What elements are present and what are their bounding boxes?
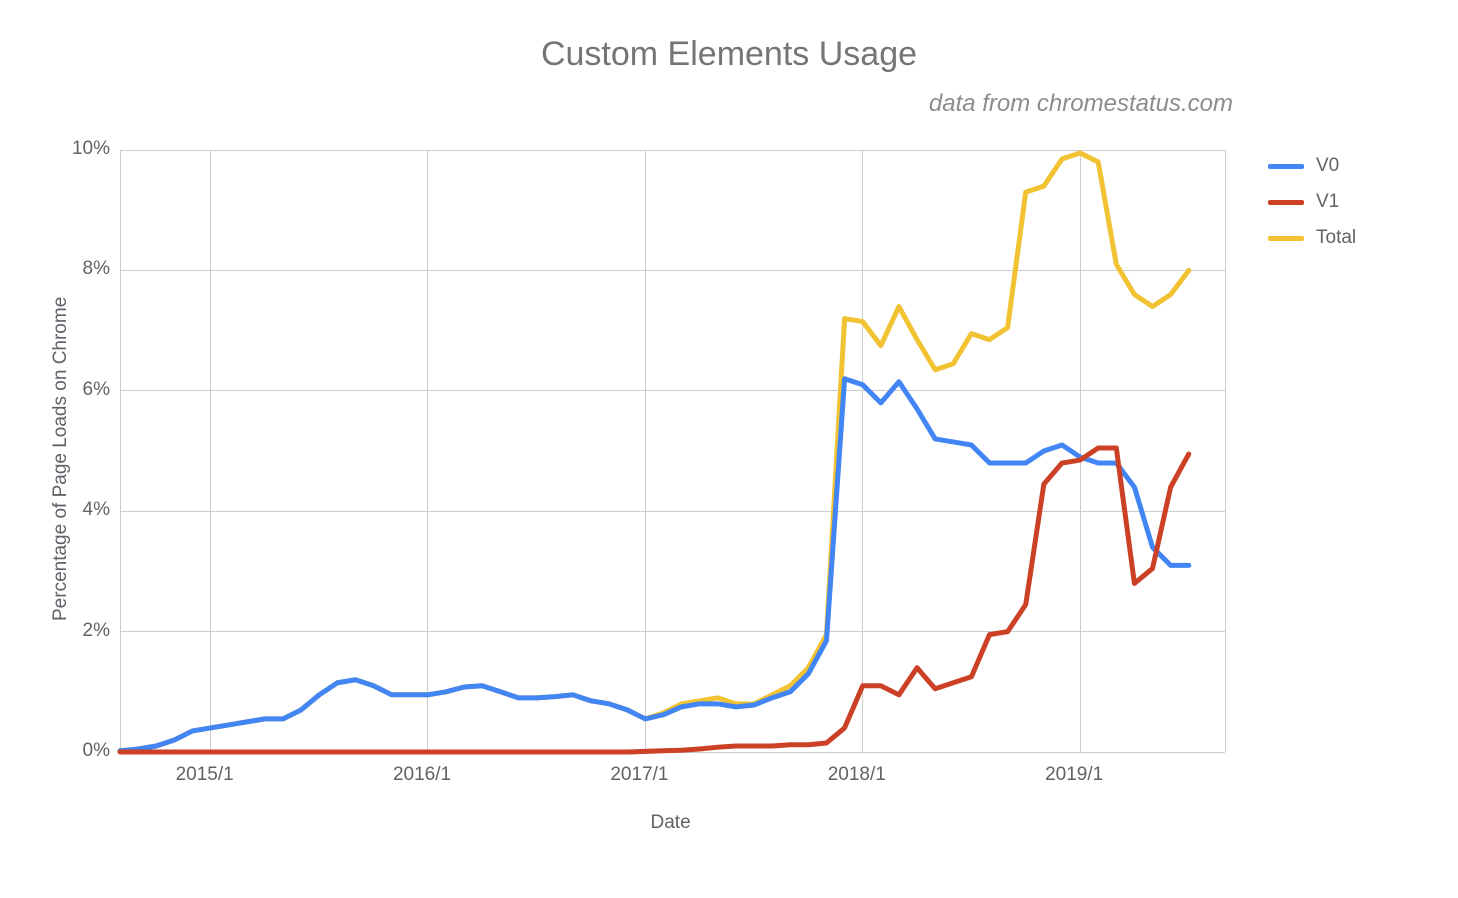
series-svg [0, 0, 1458, 898]
series-line-v1 [120, 448, 1189, 752]
series-line-v0 [120, 379, 1189, 751]
chart-container: Custom Elements Usage data from chromest… [0, 0, 1458, 898]
series-line-total [120, 153, 1189, 751]
